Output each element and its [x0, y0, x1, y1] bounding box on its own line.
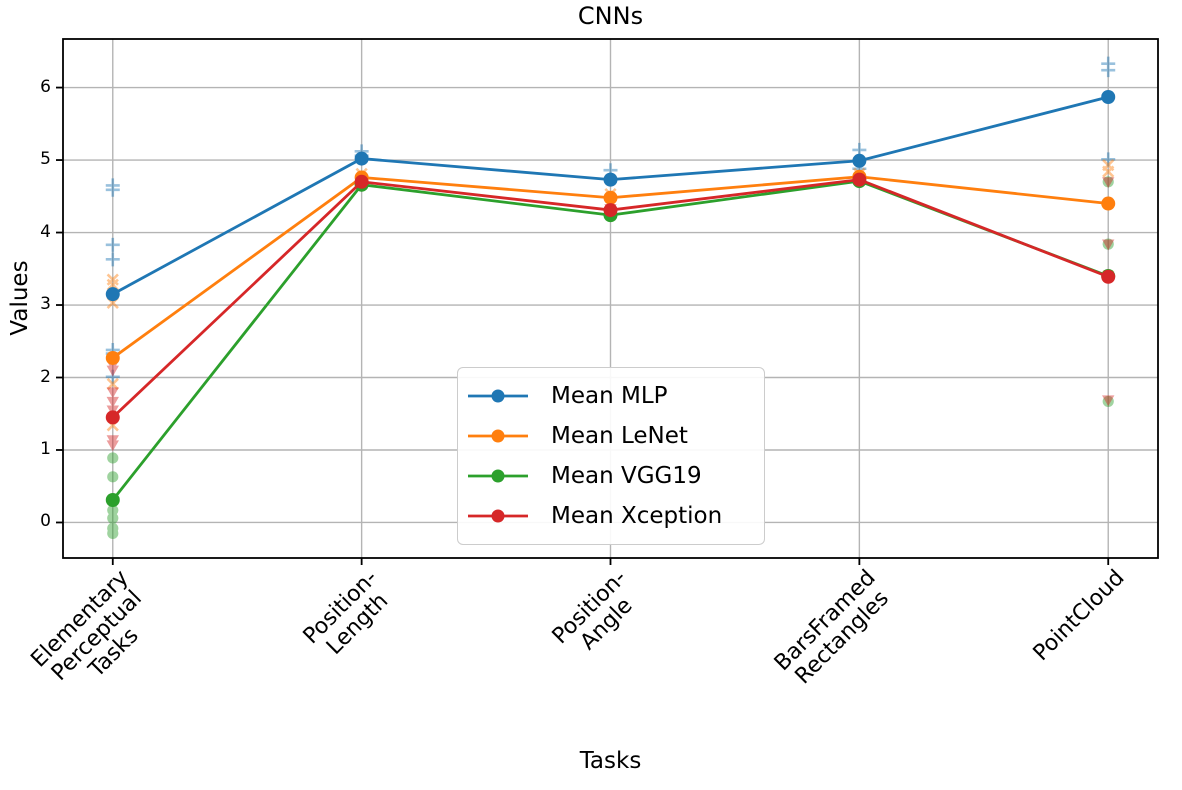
legend-item-mean-vgg19: Mean VGG19 — [458, 456, 764, 496]
legend: Mean MLP Mean LeNet Mean VGG19 Mean Xceptio… — [457, 367, 765, 545]
chart-title: CNNs — [577, 2, 644, 30]
legend-item-mean-lenet: Mean LeNet — [458, 416, 764, 456]
legend-label: Mean LeNet — [551, 423, 688, 449]
legend-marker-mean-mlp — [468, 389, 528, 403]
legend-marker-mean-lenet — [468, 429, 528, 443]
axes-spines — [56, 38, 1159, 565]
series-mean-xception — [105, 172, 1116, 425]
legend-marker-mean-vgg19 — [468, 469, 528, 483]
legend-label: Mean Xception — [551, 503, 723, 529]
y-tick-label-2: 2 — [40, 366, 51, 387]
series-mean-lenet — [105, 169, 1116, 365]
legend-marker-mean-xception — [468, 509, 528, 523]
legend-label: Mean VGG19 — [551, 463, 702, 489]
y-tick-label-5: 5 — [40, 149, 51, 170]
y-tick-label-0: 0 — [40, 511, 51, 532]
y-tick-label-6: 6 — [40, 76, 51, 97]
legend-item-mean-xception: Mean Xception — [458, 496, 764, 536]
legend-item-mean-mlp: Mean MLP — [458, 376, 764, 416]
grid — [63, 39, 1158, 558]
y-tick-label-1: 1 — [40, 438, 51, 459]
y-tick-label-4: 4 — [40, 221, 51, 242]
legend-label: Mean MLP — [551, 383, 668, 409]
y-tick-label-3: 3 — [40, 294, 51, 315]
x-axis-label: Tasks — [579, 748, 642, 774]
series-mean-mlp — [105, 89, 1116, 302]
